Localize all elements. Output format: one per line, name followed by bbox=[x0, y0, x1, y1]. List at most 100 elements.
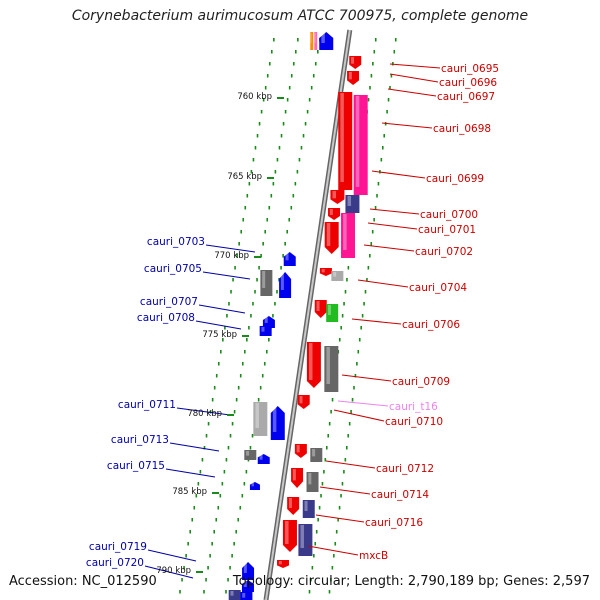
gene-label-right: cauri_0700 bbox=[420, 209, 478, 221]
scale-label: 765 kbp bbox=[227, 172, 262, 182]
ruler-dot bbox=[300, 146, 303, 150]
leader-line bbox=[367, 222, 418, 230]
ruler-dot bbox=[268, 338, 270, 342]
gene-shape bbox=[260, 270, 273, 296]
ruler-dot bbox=[189, 530, 191, 534]
ruler-dot bbox=[328, 422, 331, 426]
ruler-dot bbox=[376, 194, 378, 198]
ruler-dot bbox=[338, 506, 341, 510]
gene-shape bbox=[349, 56, 362, 69]
ruler-dot bbox=[257, 398, 260, 402]
gene-block bbox=[314, 32, 318, 50]
gene-shape bbox=[259, 326, 272, 336]
ruler-dot bbox=[350, 410, 352, 414]
ruler-dot bbox=[360, 326, 362, 330]
leader-line bbox=[144, 565, 194, 579]
gene-label-left: cauri_0713 bbox=[111, 434, 169, 446]
ruler-dot bbox=[372, 62, 374, 66]
gene-label-right: cauri_0702 bbox=[415, 246, 473, 258]
ruler-dot bbox=[288, 86, 291, 90]
gene-highlight bbox=[321, 269, 325, 273]
ruler-dot bbox=[205, 434, 208, 438]
ruler-dot bbox=[278, 278, 280, 282]
gene-shape bbox=[279, 272, 292, 298]
leader-line bbox=[351, 318, 402, 325]
gene-shape bbox=[331, 271, 344, 281]
ruler-dot bbox=[321, 482, 324, 486]
leader-line bbox=[147, 549, 197, 562]
ruler-dot bbox=[197, 482, 200, 486]
gene-shape bbox=[249, 482, 260, 490]
gene-highlight bbox=[316, 301, 320, 311]
ruler-dot bbox=[358, 338, 361, 342]
ruler-dot bbox=[310, 86, 313, 90]
gene-block bbox=[240, 592, 253, 600]
gene-shape bbox=[302, 500, 315, 518]
gene-block bbox=[287, 497, 300, 515]
gene-block bbox=[347, 71, 360, 85]
gene-highlight bbox=[355, 96, 360, 187]
gene-shape bbox=[314, 32, 318, 50]
gene-label-right: cauri_0697 bbox=[437, 91, 495, 103]
gene-block bbox=[244, 450, 257, 460]
scale-tick bbox=[212, 492, 219, 494]
scale-label: 775 kbp bbox=[202, 330, 237, 340]
scale-tick bbox=[277, 97, 284, 99]
leader-line bbox=[198, 304, 246, 314]
ruler-dot bbox=[233, 410, 236, 414]
gene-label-right: cauri_0704 bbox=[409, 282, 467, 294]
gene-block bbox=[257, 454, 270, 464]
scale-label: 790 kbp bbox=[156, 566, 191, 576]
ruler-dot bbox=[278, 146, 281, 150]
ruler-dot bbox=[207, 422, 210, 426]
ruler-dot bbox=[213, 530, 215, 534]
topology-text: Topology: circular; Length: 2,790,189 bp… bbox=[232, 574, 590, 589]
ruler-dot bbox=[227, 446, 230, 450]
gene-shape bbox=[353, 95, 368, 195]
leader-line bbox=[319, 486, 371, 495]
ruler-dot bbox=[264, 230, 266, 234]
ruler-dot bbox=[393, 50, 396, 54]
gene-highlight bbox=[246, 451, 250, 456]
gene-shape bbox=[319, 268, 332, 276]
backbone-line bbox=[265, 29, 351, 600]
ruler-dot bbox=[209, 554, 211, 558]
gene-label-right: cauri_0716 bbox=[365, 517, 423, 529]
ruler-dot bbox=[306, 110, 309, 114]
gene-highlight bbox=[333, 272, 337, 277]
ruler-dot bbox=[271, 50, 273, 54]
ruler-dot bbox=[262, 98, 265, 102]
leader-line bbox=[369, 208, 420, 215]
gene-highlight bbox=[230, 591, 234, 596]
ruler-dot bbox=[364, 290, 367, 294]
gene-block bbox=[242, 562, 255, 580]
gene-block bbox=[310, 32, 314, 50]
gene-block bbox=[306, 342, 321, 388]
ruler-dot bbox=[380, 158, 383, 162]
ruler-dot bbox=[298, 158, 301, 162]
ruler-dot bbox=[231, 422, 234, 426]
ruler-dot bbox=[345, 446, 348, 450]
leader-line bbox=[341, 374, 392, 382]
leader-line bbox=[315, 514, 365, 523]
ruler-dot bbox=[236, 254, 238, 258]
ruler-dot bbox=[374, 38, 377, 42]
ruler-dot bbox=[250, 170, 253, 174]
leader-line bbox=[357, 279, 409, 288]
ruler-dot bbox=[369, 254, 371, 258]
label-leaders bbox=[144, 63, 441, 579]
scale-tick bbox=[227, 414, 234, 416]
gene-shape bbox=[330, 190, 345, 204]
gene-label-left: cauri_0711 bbox=[118, 399, 176, 411]
gene-shape bbox=[282, 520, 297, 552]
leader-line bbox=[389, 73, 439, 83]
ruler-dot bbox=[341, 314, 344, 318]
ruler-dot bbox=[220, 350, 222, 354]
ruler-dot bbox=[251, 434, 254, 438]
ruler-dot bbox=[244, 206, 247, 210]
gene-block bbox=[283, 252, 296, 266]
ruler-dot bbox=[288, 218, 291, 222]
scale-tick bbox=[196, 571, 203, 573]
gene-highlight bbox=[329, 209, 333, 215]
scale-label: 785 kbp bbox=[172, 487, 207, 497]
